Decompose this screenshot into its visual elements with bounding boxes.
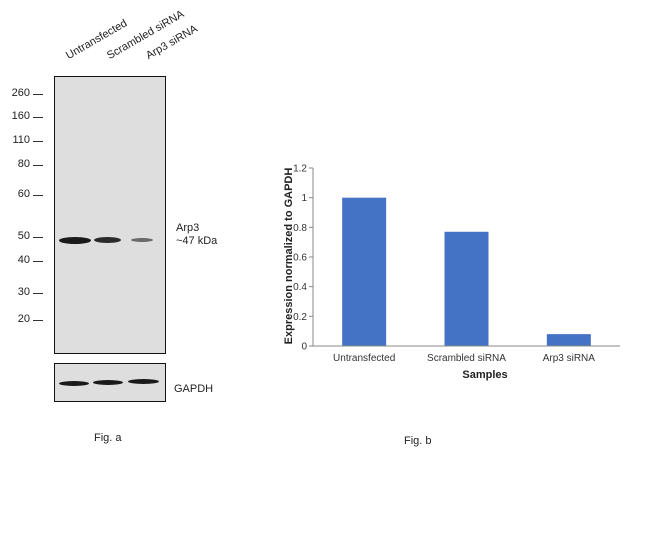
y-tick-label: 0.6 — [293, 253, 307, 264]
figure-a-caption: Fig. a — [94, 432, 122, 444]
mw-marker-30: 30 — [17, 286, 30, 298]
y-tick-label: 0 — [301, 342, 307, 353]
mw-marker-50: 50 — [17, 230, 30, 242]
bars — [342, 197, 591, 346]
mw-tick — [33, 237, 43, 238]
blot-panel-gapdh — [54, 363, 166, 402]
mw-tick — [33, 94, 43, 95]
band-gapdh-arp3-sirna — [128, 379, 159, 384]
mw-marker-80: 80 — [17, 158, 30, 170]
mw-tick — [33, 165, 43, 166]
target-name: Arp3 — [176, 222, 200, 234]
mw-tick — [33, 141, 43, 142]
blot-panel-arp3 — [54, 76, 166, 354]
mw-marker-260: 260 — [11, 87, 30, 99]
mw-tick — [33, 261, 43, 262]
y-tick-label: 0.4 — [293, 282, 307, 293]
y-axis: 0 0.2 0.4 0.6 0.8 1 1.2 — [293, 164, 314, 353]
bar-scrambled-sirna — [444, 231, 489, 346]
band-scrambled-sirna — [94, 237, 121, 243]
y-axis-label: Expression normalized to GAPDH — [283, 168, 295, 345]
band-gapdh-untransfected — [59, 381, 89, 386]
target-label: Arp3 ~47 kDa — [176, 222, 217, 248]
x-axis-label: Samples — [462, 369, 507, 381]
mw-marker-60: 60 — [17, 188, 30, 200]
mw-marker-20: 20 — [17, 313, 30, 325]
y-tick-label: 1.2 — [293, 164, 307, 175]
band-untransfected — [59, 237, 91, 244]
x-tick-label: Untransfected — [333, 353, 395, 364]
mw-marker-40: 40 — [17, 254, 30, 266]
figure-b-caption: Fig. b — [404, 435, 432, 447]
mw-tick — [33, 293, 43, 294]
mw-marker-160: 160 — [11, 110, 30, 122]
mw-marker-110: 110 — [12, 134, 30, 146]
mw-tick — [33, 320, 43, 321]
bar-arp3-sirna — [546, 334, 591, 346]
x-axis: Untransfected Scrambled siRNA Arp3 siRNA — [313, 345, 620, 364]
y-tick-label: 0.2 — [293, 312, 307, 323]
bar-untransfected — [342, 197, 387, 346]
x-tick-label: Arp3 siRNA — [543, 353, 596, 364]
x-tick-label: Scrambled siRNA — [427, 353, 506, 364]
band-arp3-sirna — [131, 238, 153, 242]
band-gapdh-scrambled-sirna — [93, 380, 123, 385]
y-tick-label: 1 — [301, 193, 307, 204]
y-tick-label: 0.8 — [293, 223, 307, 234]
mw-tick — [33, 117, 43, 118]
loading-control-label: GAPDH — [174, 383, 214, 395]
target-size: ~47 kDa — [176, 235, 218, 247]
mw-tick — [33, 195, 43, 196]
